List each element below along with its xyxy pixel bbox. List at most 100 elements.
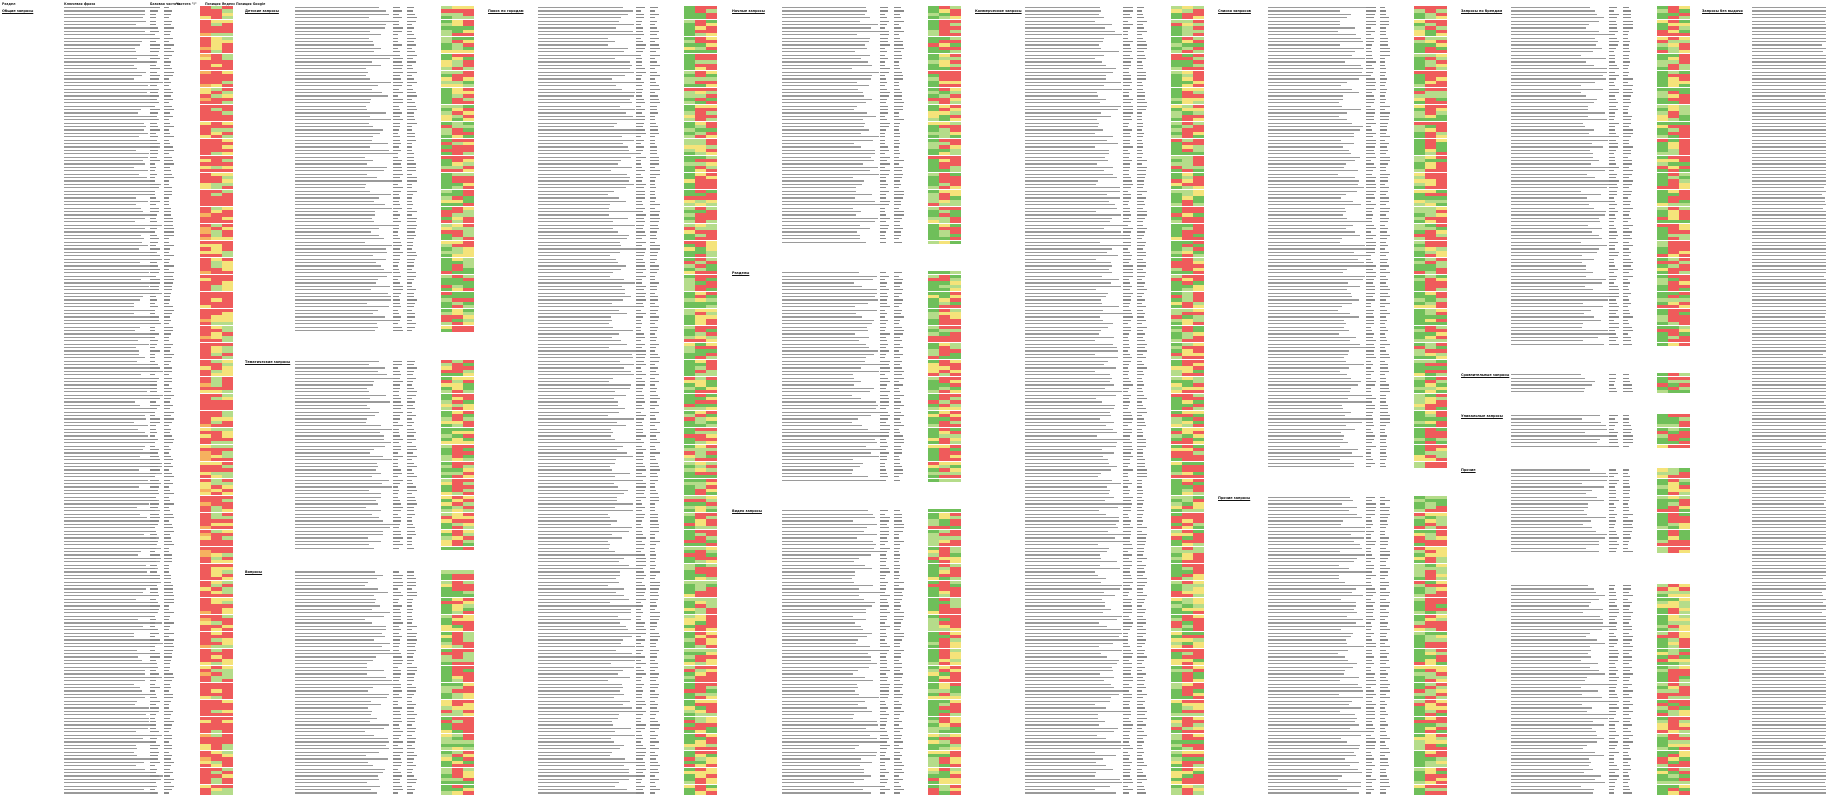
phrase-cell[interactable] xyxy=(295,371,378,372)
phrase-cell[interactable] xyxy=(64,653,159,654)
frequency-cell[interactable] xyxy=(407,238,414,239)
frequency-cell[interactable] xyxy=(164,163,174,164)
frequency-cell[interactable] xyxy=(164,643,173,644)
frequency-cell[interactable] xyxy=(164,282,173,283)
phrase-cell[interactable] xyxy=(64,735,162,736)
frequency-cell[interactable] xyxy=(407,31,412,32)
frequency-cell[interactable] xyxy=(393,432,399,433)
frequency-cell[interactable] xyxy=(407,299,417,300)
phrase-cell[interactable] xyxy=(295,367,385,368)
phrase-cell[interactable] xyxy=(64,687,140,688)
frequency-cell[interactable] xyxy=(407,432,416,433)
phrase-cell[interactable] xyxy=(64,374,141,375)
frequency-cell[interactable] xyxy=(407,282,412,283)
frequency-cell[interactable] xyxy=(164,792,169,793)
frequency-cell[interactable] xyxy=(164,374,169,375)
frequency-cell[interactable] xyxy=(164,58,169,59)
phrase-cell[interactable] xyxy=(295,422,366,423)
frequency-cell[interactable] xyxy=(164,174,172,175)
frequency-cell[interactable] xyxy=(164,357,172,358)
frequency-cell[interactable] xyxy=(393,143,401,144)
phrase-cell[interactable] xyxy=(64,476,152,477)
phrase-cell[interactable] xyxy=(64,758,157,759)
frequency-cell[interactable] xyxy=(164,565,169,566)
frequency-cell[interactable] xyxy=(407,235,416,236)
frequency-cell[interactable] xyxy=(407,361,415,362)
frequency-cell[interactable] xyxy=(164,293,171,294)
phrase-cell[interactable] xyxy=(64,779,161,780)
phrase-cell[interactable] xyxy=(64,724,155,725)
frequency-cell[interactable] xyxy=(393,78,401,79)
phrase-cell[interactable] xyxy=(64,337,154,338)
frequency-cell[interactable] xyxy=(407,327,415,328)
frequency-cell[interactable] xyxy=(150,371,156,372)
frequency-cell[interactable] xyxy=(407,102,415,103)
frequency-cell[interactable] xyxy=(393,44,402,45)
frequency-cell[interactable] xyxy=(150,775,159,776)
frequency-cell[interactable] xyxy=(164,459,173,460)
frequency-cell[interactable] xyxy=(150,493,159,494)
phrase-cell[interactable] xyxy=(64,381,156,382)
frequency-cell[interactable] xyxy=(393,24,399,25)
phrase-cell[interactable] xyxy=(64,418,146,419)
frequency-cell[interactable] xyxy=(393,167,402,168)
frequency-cell[interactable] xyxy=(150,129,160,130)
phrase-cell[interactable] xyxy=(64,21,146,22)
frequency-cell[interactable] xyxy=(164,180,169,181)
frequency-cell[interactable] xyxy=(164,269,169,270)
phrase-cell[interactable] xyxy=(64,293,162,294)
frequency-cell[interactable] xyxy=(407,245,413,246)
section-title[interactable]: Коммерческие запросы xyxy=(975,9,1022,13)
phrase-cell[interactable] xyxy=(295,238,384,239)
frequency-cell[interactable] xyxy=(150,160,160,161)
phrase-cell[interactable] xyxy=(64,769,145,770)
frequency-cell[interactable] xyxy=(150,537,156,538)
phrase-cell[interactable] xyxy=(64,548,161,549)
frequency-cell[interactable] xyxy=(164,405,173,406)
phrase-cell[interactable] xyxy=(64,395,163,396)
frequency-cell[interactable] xyxy=(164,310,174,311)
phrase-cell[interactable] xyxy=(64,296,143,297)
frequency-cell[interactable] xyxy=(407,55,417,56)
phrase-cell[interactable] xyxy=(64,714,146,715)
phrase-cell[interactable] xyxy=(64,333,156,334)
frequency-cell[interactable] xyxy=(393,429,399,430)
phrase-cell[interactable] xyxy=(64,704,135,705)
frequency-cell[interactable] xyxy=(150,626,155,627)
frequency-cell[interactable] xyxy=(150,680,156,681)
frequency-cell[interactable] xyxy=(150,636,155,637)
frequency-cell[interactable] xyxy=(150,741,156,742)
frequency-cell[interactable] xyxy=(150,789,155,790)
frequency-cell[interactable] xyxy=(164,697,173,698)
frequency-cell[interactable] xyxy=(164,779,174,780)
frequency-cell[interactable] xyxy=(150,629,158,630)
phrase-cell[interactable] xyxy=(64,129,144,130)
frequency-cell[interactable] xyxy=(164,735,172,736)
frequency-cell[interactable] xyxy=(164,136,174,137)
frequency-cell[interactable] xyxy=(164,612,174,613)
frequency-cell[interactable] xyxy=(164,772,173,773)
frequency-cell[interactable] xyxy=(150,520,159,521)
frequency-cell[interactable] xyxy=(393,136,400,137)
frequency-cell[interactable] xyxy=(150,238,159,239)
phrase-cell[interactable] xyxy=(64,330,135,331)
phrase-cell[interactable] xyxy=(64,146,160,147)
frequency-cell[interactable] xyxy=(407,279,414,280)
frequency-cell[interactable] xyxy=(164,500,170,501)
frequency-cell[interactable] xyxy=(150,738,157,739)
frequency-cell[interactable] xyxy=(164,201,169,202)
phrase-cell[interactable] xyxy=(64,177,147,178)
frequency-cell[interactable] xyxy=(164,775,170,776)
frequency-cell[interactable] xyxy=(393,126,400,127)
frequency-cell[interactable] xyxy=(164,571,169,572)
frequency-cell[interactable] xyxy=(150,585,157,586)
phrase-cell[interactable] xyxy=(64,660,142,661)
frequency-cell[interactable] xyxy=(393,99,403,100)
frequency-cell[interactable] xyxy=(164,177,174,178)
frequency-cell[interactable] xyxy=(164,432,170,433)
phrase-cell[interactable] xyxy=(295,174,367,175)
frequency-cell[interactable] xyxy=(150,500,157,501)
frequency-cell[interactable] xyxy=(150,667,158,668)
frequency-cell[interactable] xyxy=(393,313,399,314)
frequency-cell[interactable] xyxy=(150,68,160,69)
